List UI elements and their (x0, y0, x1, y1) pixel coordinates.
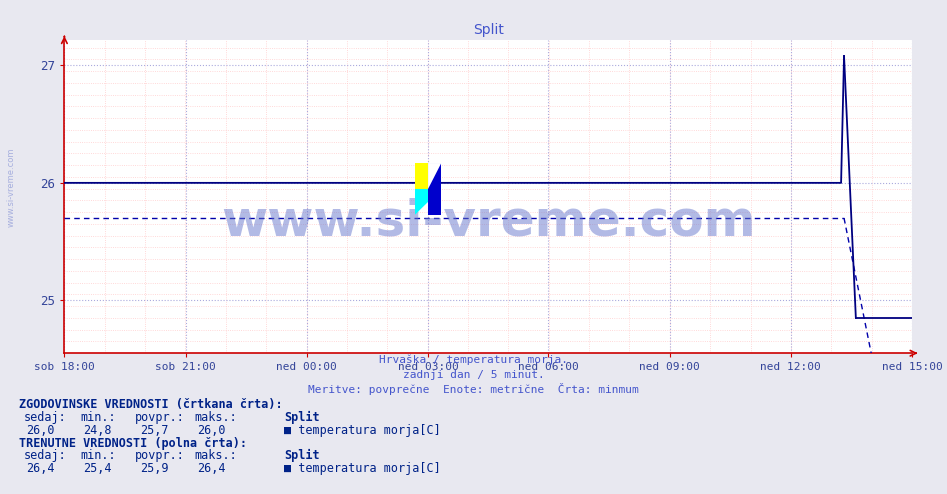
Text: www.si-vreme.com: www.si-vreme.com (7, 148, 16, 227)
Text: 26,0: 26,0 (197, 424, 225, 437)
Text: 26,4: 26,4 (197, 462, 225, 475)
Text: povpr.:: povpr.: (134, 450, 185, 462)
Text: sedaj:: sedaj: (24, 450, 66, 462)
Text: povpr.:: povpr.: (134, 411, 185, 424)
Text: www.si-vreme.com: www.si-vreme.com (221, 198, 756, 246)
Polygon shape (428, 163, 441, 189)
Text: 25,4: 25,4 (83, 462, 112, 475)
Text: maks.:: maks.: (194, 411, 237, 424)
Text: 25,9: 25,9 (140, 462, 169, 475)
Bar (415, 163, 428, 189)
Text: Hrvaška / temperatura morja.: Hrvaška / temperatura morja. (379, 355, 568, 365)
Title: Split: Split (473, 23, 504, 37)
Text: maks.:: maks.: (194, 450, 237, 462)
Text: 24,8: 24,8 (83, 424, 112, 437)
Text: sedaj:: sedaj: (24, 411, 66, 424)
Text: 25,7: 25,7 (140, 424, 169, 437)
Text: 26,4: 26,4 (27, 462, 55, 475)
Text: min.:: min.: (80, 411, 116, 424)
Text: ZGODOVINSKE VREDNOSTI (črtkana črta):: ZGODOVINSKE VREDNOSTI (črtkana črta): (19, 398, 282, 411)
Text: Split: Split (284, 411, 320, 424)
Polygon shape (415, 189, 428, 215)
Text: Meritve: povprečne  Enote: metrične  Črta: minmum: Meritve: povprečne Enote: metrične Črta:… (308, 383, 639, 395)
Text: zadnji dan / 5 minut.: zadnji dan / 5 minut. (402, 370, 545, 380)
Bar (428, 163, 441, 215)
Text: ■ temperatura morja[C]: ■ temperatura morja[C] (284, 462, 441, 475)
Text: TRENUTNE VREDNOSTI (polna črta):: TRENUTNE VREDNOSTI (polna črta): (19, 437, 247, 450)
Text: Split: Split (284, 450, 320, 462)
Text: min.:: min.: (80, 450, 116, 462)
Text: ■ temperatura morja[C]: ■ temperatura morja[C] (284, 424, 441, 437)
Text: 26,0: 26,0 (27, 424, 55, 437)
